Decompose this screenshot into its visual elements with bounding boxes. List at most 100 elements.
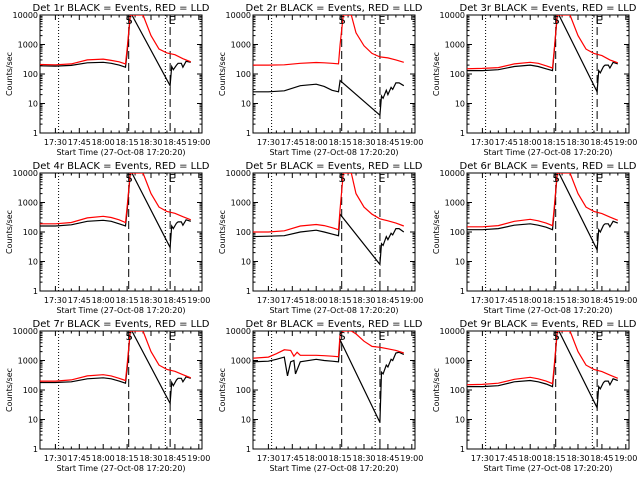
x-tick-label: 18:30 xyxy=(352,296,375,305)
x-tick-label: 18:00 xyxy=(305,454,328,463)
y-tick-label: 10000 xyxy=(13,11,38,20)
x-tick-label: 19:00 xyxy=(187,138,210,147)
series-line-lld xyxy=(467,15,619,70)
y-axis-label: Counts/sec xyxy=(432,368,441,412)
panel-7: Det 7r BLACK = Events, RED = LLD 1 10 100 10… xyxy=(5,319,210,473)
marker-label-s: S xyxy=(339,14,346,27)
series-line-lld xyxy=(40,173,192,225)
x-tick-label: 18:00 xyxy=(92,454,115,463)
series-line-events xyxy=(40,173,191,250)
y-axis-label: Counts/sec xyxy=(5,210,14,254)
y-tick-label: 10000 xyxy=(226,11,251,20)
y-axis-label: Counts/sec xyxy=(5,368,14,412)
panel-title: Det 6r BLACK = Events, RED = LLD xyxy=(460,161,637,172)
axes-frame xyxy=(252,330,416,450)
x-tick-label: 18:45 xyxy=(163,296,186,305)
y-tick-label: 10000 xyxy=(13,327,38,336)
x-axis-label: Start Time (27-Oct-08 17:20:20) xyxy=(56,148,185,157)
x-tick-label: 18:15 xyxy=(543,296,566,305)
x-tick-label: 19:00 xyxy=(400,296,423,305)
x-tick-label: 18:45 xyxy=(590,138,613,147)
axes-frame xyxy=(39,330,203,450)
x-tick-label: 18:30 xyxy=(566,454,589,463)
marker-label-e: E xyxy=(169,330,176,343)
series-line-lld xyxy=(40,331,192,382)
series-line-events xyxy=(467,15,618,95)
marker-label-e: E xyxy=(169,14,176,27)
x-tick-label: 18:15 xyxy=(116,296,139,305)
x-tick-label: 17:45 xyxy=(281,296,304,305)
y-tick-label: 100 xyxy=(236,386,251,395)
x-tick-label: 18:15 xyxy=(329,454,352,463)
series-line-events xyxy=(40,331,191,406)
series-line-lld xyxy=(40,15,192,66)
y-tick-label: 10000 xyxy=(440,327,465,336)
axes-frame xyxy=(39,14,203,134)
x-tick-label: 18:15 xyxy=(543,454,566,463)
y-tick-label: 10 xyxy=(28,100,38,109)
x-axis-label: Start Time (27-Oct-08 17:20:20) xyxy=(483,306,612,315)
x-tick-label: 17:45 xyxy=(68,454,91,463)
x-tick-label: 17:30 xyxy=(257,138,280,147)
x-tick-label: 18:45 xyxy=(376,454,399,463)
x-tick-label: 17:45 xyxy=(68,138,91,147)
x-tick-label: 19:00 xyxy=(400,454,423,463)
panel-8: Det 8r BLACK = Events, RED = LLD 1 10 100 10… xyxy=(218,319,423,473)
marker-label-s: S xyxy=(126,14,133,27)
x-tick-label: 19:00 xyxy=(614,454,637,463)
y-tick-label: 1000 xyxy=(445,357,465,366)
axes-frame xyxy=(252,172,416,292)
panel-3: Det 3r BLACK = Events, RED = LLD 1 10 100 10… xyxy=(432,3,637,157)
x-tick-label: 18:45 xyxy=(376,296,399,305)
series-line-lld xyxy=(253,15,404,66)
x-axis-label: Start Time (27-Oct-08 17:20:20) xyxy=(269,306,398,315)
x-tick-label: 17:30 xyxy=(257,454,280,463)
x-tick-label: 18:15 xyxy=(543,138,566,147)
x-tick-label: 19:00 xyxy=(187,454,210,463)
y-tick-label: 1 xyxy=(33,287,38,296)
x-tick-label: 19:00 xyxy=(614,138,637,147)
panel-title: Det 7r BLACK = Events, RED = LLD xyxy=(33,319,210,330)
axes-frame xyxy=(466,172,630,292)
y-tick-label: 100 xyxy=(23,386,38,395)
y-tick-label: 100 xyxy=(23,228,38,237)
x-tick-label: 18:30 xyxy=(139,296,162,305)
y-tick-label: 1000 xyxy=(445,199,465,208)
panel-9: Det 9r BLACK = Events, RED = LLD 1 10 100 10… xyxy=(432,319,637,473)
x-tick-label: 17:30 xyxy=(471,296,494,305)
marker-label-e: E xyxy=(378,172,385,185)
y-tick-label: 10000 xyxy=(440,169,465,178)
panel-4: Det 4r BLACK = Events, RED = LLD 1 10 100 10… xyxy=(5,161,210,315)
x-axis-label: Start Time (27-Oct-08 17:20:20) xyxy=(56,306,185,315)
x-tick-label: 18:30 xyxy=(566,138,589,147)
y-tick-label: 10000 xyxy=(226,327,251,336)
y-tick-label: 100 xyxy=(23,70,38,79)
x-tick-label: 18:15 xyxy=(116,138,139,147)
y-tick-label: 10 xyxy=(455,258,465,267)
x-tick-label: 18:45 xyxy=(590,296,613,305)
x-tick-label: 17:45 xyxy=(495,454,518,463)
y-tick-label: 100 xyxy=(450,386,465,395)
series-line-events xyxy=(467,173,619,253)
y-tick-label: 1 xyxy=(460,287,465,296)
marker-label-e: E xyxy=(596,14,603,27)
x-tick-label: 19:00 xyxy=(614,296,637,305)
x-tick-label: 18:45 xyxy=(163,454,186,463)
y-tick-label: 1000 xyxy=(18,357,38,366)
y-tick-label: 10 xyxy=(28,416,38,425)
marker-label-e: E xyxy=(169,172,176,185)
x-tick-label: 18:45 xyxy=(376,138,399,147)
marker-label-e: E xyxy=(596,330,603,343)
marker-label-s: S xyxy=(339,330,346,343)
y-tick-label: 100 xyxy=(236,70,251,79)
x-tick-label: 17:30 xyxy=(44,138,67,147)
y-tick-label: 1 xyxy=(246,129,251,138)
x-tick-label: 17:45 xyxy=(495,296,518,305)
x-axis-label: Start Time (27-Oct-08 17:20:20) xyxy=(483,464,612,473)
y-tick-label: 1 xyxy=(460,129,465,138)
panel-1: Det 1r BLACK = Events, RED = LLD 1 10 100 10… xyxy=(5,3,210,157)
series-line-events xyxy=(253,79,405,117)
x-tick-label: 18:00 xyxy=(305,138,328,147)
series-line-lld xyxy=(467,173,619,228)
y-tick-label: 10 xyxy=(28,258,38,267)
